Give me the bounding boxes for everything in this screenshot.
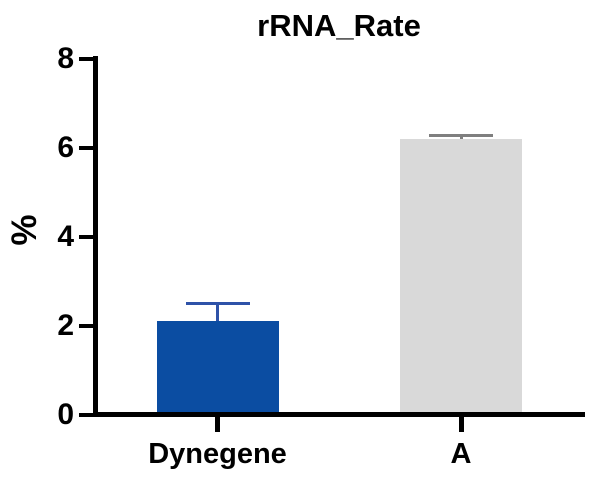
y-tick-label-8: 8	[57, 41, 74, 75]
y-tick-label-4: 4	[57, 219, 74, 253]
x-tick-label-a: A	[450, 438, 472, 470]
error-bar-cap-a	[429, 133, 493, 137]
y-tick-label-6: 6	[57, 130, 74, 164]
error-bar-whisker-dynegene	[216, 303, 219, 322]
y-tick-2	[79, 323, 94, 328]
error-bar-whisker-a	[459, 135, 463, 139]
error-bar-cap-dynegene	[185, 301, 250, 305]
y-axis-line	[93, 56, 98, 417]
x-tick-dynegene	[215, 417, 220, 432]
y-tick-label-2: 2	[57, 308, 74, 342]
x-tick-a	[458, 417, 464, 432]
bar-a	[400, 138, 522, 412]
y-tick-0	[79, 412, 94, 417]
y-tick-label-0: 0	[57, 397, 74, 431]
x-axis-line	[93, 412, 585, 417]
y-tick-4	[79, 234, 94, 239]
bar-dynegene	[156, 321, 279, 412]
y-tick-8	[79, 56, 94, 61]
x-tick-label-dynegene: Dynegene	[148, 438, 287, 470]
chart-title: rRNA_Rate	[257, 8, 421, 43]
y-tick-6	[79, 145, 94, 150]
